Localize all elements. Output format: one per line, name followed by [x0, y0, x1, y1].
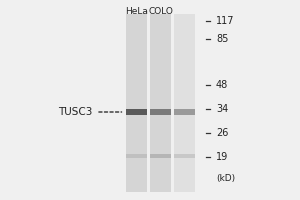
Bar [150, 14, 171, 192]
Bar [174, 154, 195, 158]
Bar [174, 109, 195, 115]
Text: (kD): (kD) [216, 174, 235, 184]
Bar [174, 14, 195, 192]
Bar [126, 154, 147, 158]
Text: 26: 26 [216, 128, 228, 138]
Text: 117: 117 [216, 16, 235, 26]
Bar [126, 109, 147, 115]
Text: 19: 19 [216, 152, 228, 162]
Text: COLO: COLO [148, 7, 173, 16]
Text: TUSC3: TUSC3 [58, 107, 92, 117]
Bar [150, 109, 171, 115]
Text: 34: 34 [216, 104, 228, 114]
Text: 48: 48 [216, 80, 228, 90]
Bar [126, 14, 147, 192]
Bar [150, 154, 171, 158]
Text: HeLa: HeLa [125, 7, 148, 16]
Text: 85: 85 [216, 34, 228, 44]
